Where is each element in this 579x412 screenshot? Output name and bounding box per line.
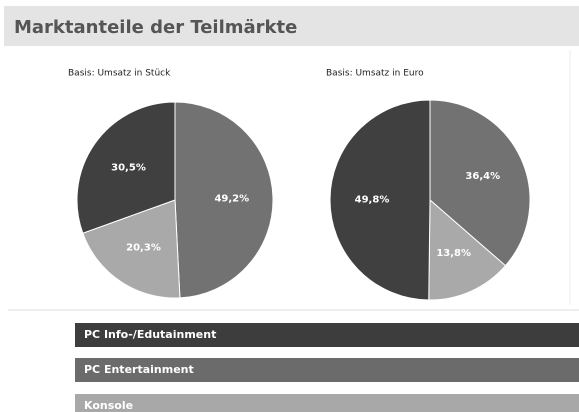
legend-label: PC Info-/Edutainment bbox=[84, 328, 216, 341]
legend-bar bbox=[75, 358, 579, 382]
pie-slice bbox=[76, 101, 176, 234]
legend-label: PC Entertainment bbox=[84, 363, 194, 376]
pie-slice bbox=[428, 198, 507, 301]
slice-label: 20,3% bbox=[126, 242, 161, 253]
slice-label: 13,8% bbox=[436, 248, 471, 259]
header-bar bbox=[4, 6, 579, 46]
slice-label: 49,2% bbox=[214, 194, 249, 205]
legend-label: Konsole bbox=[84, 399, 133, 412]
pie-slice bbox=[174, 101, 274, 299]
header-title: Marktanteile der Teilmärkte bbox=[14, 17, 297, 38]
pie-slice bbox=[429, 99, 531, 267]
pie-slice bbox=[329, 99, 431, 301]
pie-title: Basis: Umsatz in Euro bbox=[326, 69, 424, 79]
pie-title: Basis: Umsatz in Stück bbox=[68, 69, 171, 79]
slice-label: 49,8% bbox=[355, 195, 390, 206]
legend-bar bbox=[75, 323, 579, 347]
legend-bar bbox=[75, 394, 579, 412]
slice-label: 30,5% bbox=[111, 162, 146, 173]
slice-label: 36,4% bbox=[465, 171, 500, 182]
